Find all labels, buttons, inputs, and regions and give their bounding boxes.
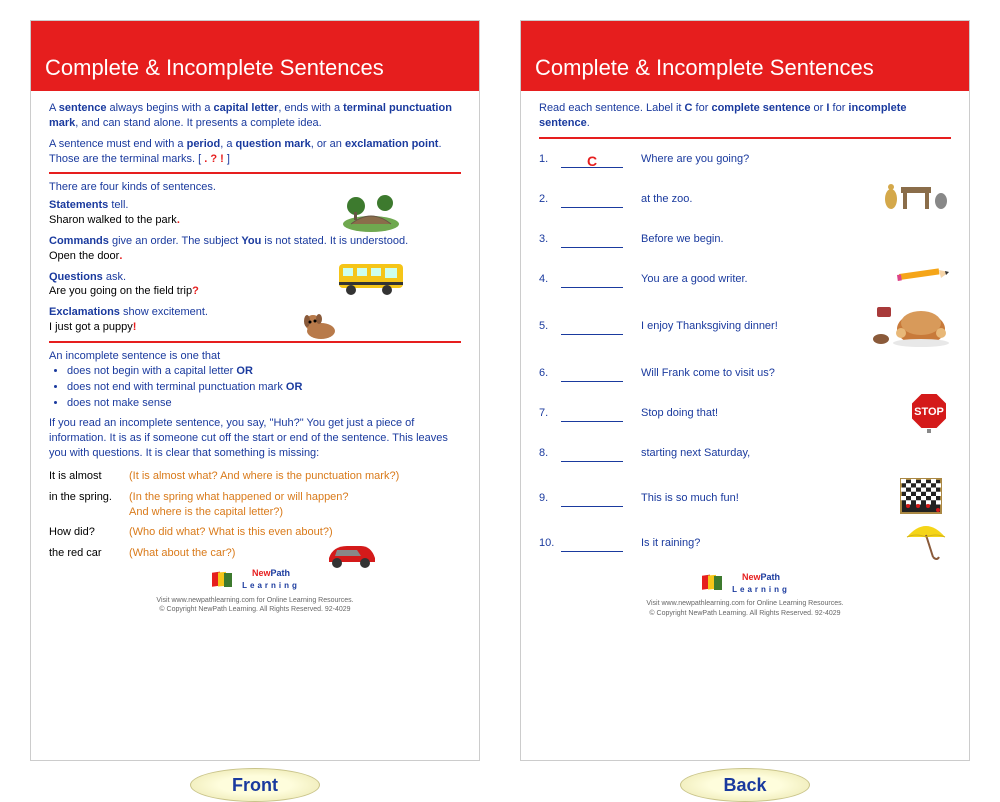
statements-row: Statements tell. Sharon walked to the pa…	[49, 198, 461, 228]
exclamations-row: Exclamations show excitement. I just got…	[49, 305, 461, 335]
question-number: 1.	[539, 152, 561, 167]
divider	[539, 137, 951, 139]
front-header: Complete & Incomplete Sentences	[31, 21, 479, 91]
footer-logo: NewPath Learning Visit www.newpathlearni…	[539, 571, 951, 618]
question-row: 3. Before we begin.	[539, 225, 951, 255]
front-body: A sentence always begins with a capital …	[31, 91, 479, 760]
question-number: 4.	[539, 272, 561, 287]
answer-blank[interactable]	[561, 232, 623, 248]
answer-blank[interactable]	[561, 192, 623, 208]
question-text: Stop doing that!	[641, 406, 951, 421]
answer-blank[interactable]	[561, 319, 623, 335]
back-instructions: Read each sentence. Label it C for compl…	[539, 101, 951, 131]
question-row: 10. Is it raining?	[539, 529, 951, 559]
question-row: 7. Stop doing that! STOP	[539, 399, 951, 429]
divider	[49, 172, 461, 174]
intro-para-2: A sentence must end with a period, a que…	[49, 137, 461, 167]
answer-blank[interactable]	[561, 446, 623, 462]
question-icon	[881, 179, 951, 220]
question-row: 6. Will Frank come to visit us?	[539, 359, 951, 389]
answer-blank[interactable]	[561, 491, 623, 507]
logo-icon	[210, 569, 238, 591]
incomplete-bullets: does not begin with a capital letter OR …	[49, 364, 461, 411]
question-row: 2. at the zoo.	[539, 185, 951, 215]
question-row: 4. You are a good writer.	[539, 265, 951, 295]
question-icon	[891, 473, 951, 524]
question-number: 6.	[539, 366, 561, 381]
intro-para-1: A sentence always begins with a capital …	[49, 101, 461, 131]
question-icon	[895, 268, 951, 291]
footer-logo: NewPath Learning Visit www.newpathlearni…	[49, 567, 461, 614]
example-row: It is almost (It is almost what? And whe…	[49, 469, 461, 484]
question-text: Will Frank come to visit us?	[641, 366, 951, 381]
back-title: Complete & Incomplete Sentences	[535, 55, 874, 81]
answer-blank[interactable]: C	[561, 152, 623, 168]
question-row: 1. C Where are you going?	[539, 145, 951, 175]
question-icon	[871, 299, 951, 354]
question-row: 8. starting next Saturday,	[539, 439, 951, 469]
question-number: 2.	[539, 192, 561, 207]
answer-blank[interactable]	[561, 272, 623, 288]
incomplete-para: If you read an incomplete sentence, you …	[49, 416, 461, 461]
questions-list: 1. C Where are you going? 2. at the zoo.…	[539, 145, 951, 559]
example-row: the red car (What about the car?)	[49, 546, 461, 561]
example-row: in the spring. (In the spring what happe…	[49, 490, 461, 520]
bus-icon	[331, 252, 411, 300]
logo-icon	[700, 572, 728, 594]
question-text: Where are you going?	[641, 152, 951, 167]
front-label: Front	[190, 768, 320, 802]
answer-blank[interactable]	[561, 406, 623, 422]
footer-sub: Visit www.newpathlearning.com for Online…	[539, 599, 951, 618]
front-title: Complete & Incomplete Sentences	[45, 55, 384, 81]
question-number: 8.	[539, 446, 561, 461]
footer-sub: Visit www.newpathlearning.com for Online…	[49, 596, 461, 615]
svg-text:STOP: STOP	[914, 406, 944, 418]
question-number: 3.	[539, 232, 561, 247]
divider	[49, 341, 461, 343]
back-body: Read each sentence. Label it C for compl…	[521, 91, 969, 760]
question-text: starting next Saturday,	[641, 446, 951, 461]
question-icon: STOP	[907, 389, 951, 438]
question-icon	[901, 519, 951, 568]
back-card: Complete & Incomplete Sentences Read eac…	[520, 20, 970, 761]
car-icon	[321, 538, 381, 570]
question-number: 9.	[539, 491, 561, 506]
question-row: 9. This is so much fun!	[539, 479, 951, 519]
example-row: How did? (Who did what? What is this eve…	[49, 525, 461, 540]
question-number: 10.	[539, 536, 561, 551]
question-number: 5.	[539, 319, 561, 334]
question-text: Before we begin.	[641, 232, 951, 247]
questions-row: Questions ask. Are you going on the fiel…	[49, 270, 461, 300]
answer-blank[interactable]	[561, 366, 623, 382]
park-icon	[341, 188, 401, 232]
question-row: 5. I enjoy Thanksgiving dinner!	[539, 305, 951, 349]
answer-blank[interactable]	[561, 536, 623, 552]
puppy-icon	[301, 309, 341, 341]
incomplete-intro: An incomplete sentence is one that	[49, 349, 461, 364]
question-number: 7.	[539, 406, 561, 421]
back-header: Complete & Incomplete Sentences	[521, 21, 969, 91]
back-label: Back	[680, 768, 810, 802]
front-card: Complete & Incomplete Sentences A senten…	[30, 20, 480, 761]
